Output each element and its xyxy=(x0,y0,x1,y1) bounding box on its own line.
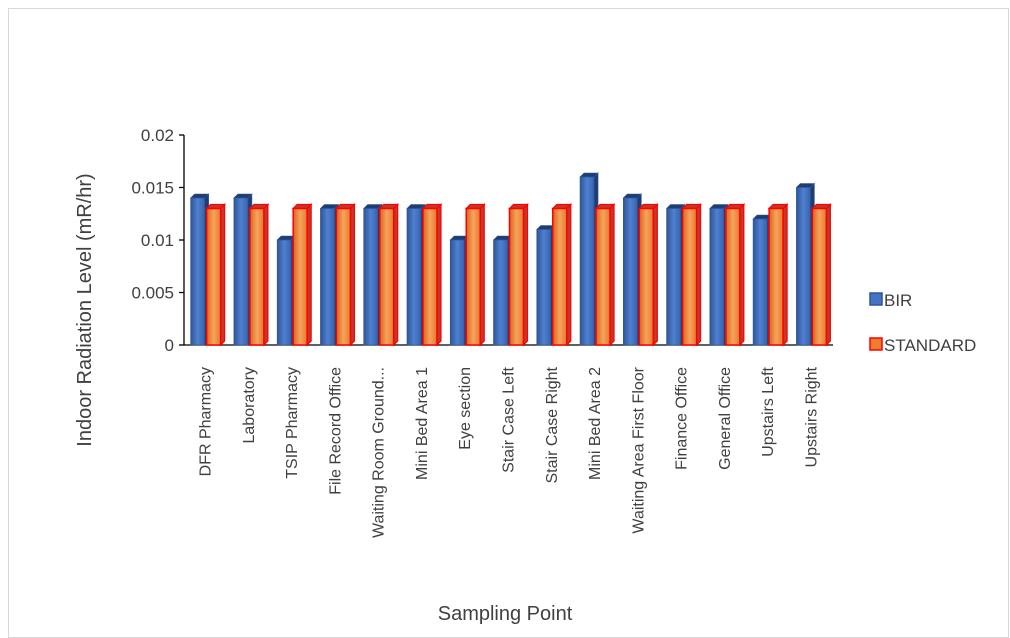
x-tick-label-mini-bed-area-2: Mini Bed Area 2 xyxy=(587,367,604,480)
y-tick-label: 0.01 xyxy=(141,231,174,250)
y-tick-label: 0.005 xyxy=(131,284,174,303)
bar-standard-dfr-pharmacy xyxy=(205,207,222,346)
x-tick-label-finance-office: Finance Office xyxy=(674,367,691,470)
x-tick-label-laboratory: Laboratory xyxy=(241,367,258,444)
legend: BIR STANDARD xyxy=(869,291,976,355)
bar-bir-finance-office xyxy=(666,208,681,346)
bar-bir-upstairs-right xyxy=(796,187,811,346)
bar-standard-general-office xyxy=(725,207,741,346)
bar-standard-finance-office xyxy=(681,207,698,346)
bar-bir-tsip-pharmacy xyxy=(276,239,292,346)
bar-standard-file-record-office xyxy=(335,207,352,346)
legend-swatch-standard xyxy=(869,337,883,351)
x-tick-label-dfr-pharmacy: DFR Pharmacy xyxy=(198,367,215,476)
bar-bir-mini-bed-area-2 xyxy=(579,176,595,346)
legend-label-standard: STANDARD xyxy=(884,336,976,355)
bar-bir-upstairs-left xyxy=(752,218,768,346)
x-tick-label-upstairs-left: Upstairs Left xyxy=(760,366,777,456)
x-tick-label-tsip-pharmacy: TSIP Pharmacy xyxy=(284,367,301,479)
x-tick-label-waiting-area-first-floor: Waiting Area First Floor xyxy=(630,366,647,533)
bar-standard-stair-case-right xyxy=(552,207,568,346)
y-tick-label: 0 xyxy=(165,336,174,355)
bar-bir-file-record-office xyxy=(320,208,335,346)
x-tick-label-mini-bed-area-1: Mini Bed Area 1 xyxy=(414,367,431,480)
bar-standard-stair-case-left xyxy=(508,207,525,346)
x-tick-label-stair-case-right: Stair Case Right xyxy=(544,366,561,483)
bar-bir-general-office xyxy=(709,208,725,346)
bar-bir-laboratory xyxy=(233,197,249,346)
bar-bir-waiting-area-first-floor xyxy=(622,197,638,346)
bar-standard-laboratory xyxy=(249,207,265,346)
bar-bir-eye-section xyxy=(449,239,465,346)
bar-bir-stair-case-left xyxy=(493,239,508,346)
x-tick-label-stair-case-left: Stair Case Left xyxy=(501,366,518,472)
bar-standard-upstairs-right xyxy=(811,207,828,346)
x-tick-label-file-record-office: File Record Office xyxy=(327,367,344,495)
bar-standard-upstairs-left xyxy=(768,207,784,346)
bar-standard-tsip-pharmacy xyxy=(292,207,308,346)
x-tick-label-waiting-room-ground: Waiting Room Ground... xyxy=(371,367,388,538)
bar-bir-mini-bed-area-1 xyxy=(406,208,422,346)
bar-bir-dfr-pharmacy xyxy=(190,197,205,346)
bar-bir-stair-case-right xyxy=(536,229,552,346)
x-tick-label-general-office: General Office xyxy=(717,367,734,470)
y-axis-title: Indoor Radiation Level (mR/hr) xyxy=(74,173,96,446)
bar-standard-waiting-room-ground xyxy=(378,207,395,346)
x-tick-label-eye-section: Eye section xyxy=(457,367,474,450)
bar-standard-waiting-area-first-floor xyxy=(638,207,655,346)
bar-standard-mini-bed-area-1 xyxy=(422,207,438,346)
legend-label-bir: BIR xyxy=(884,291,912,310)
legend-swatch-bir xyxy=(869,292,883,306)
bar-standard-mini-bed-area-2 xyxy=(595,207,611,346)
y-tick-label: 0.015 xyxy=(131,179,174,198)
x-axis-title: Sampling Point xyxy=(438,603,573,625)
y-tick-label: 0.02 xyxy=(141,126,174,145)
x-tick-label-upstairs-right: Upstairs Right xyxy=(803,366,820,467)
bar-bir-waiting-room-ground xyxy=(363,208,379,346)
bar-standard-eye-section xyxy=(465,207,481,346)
